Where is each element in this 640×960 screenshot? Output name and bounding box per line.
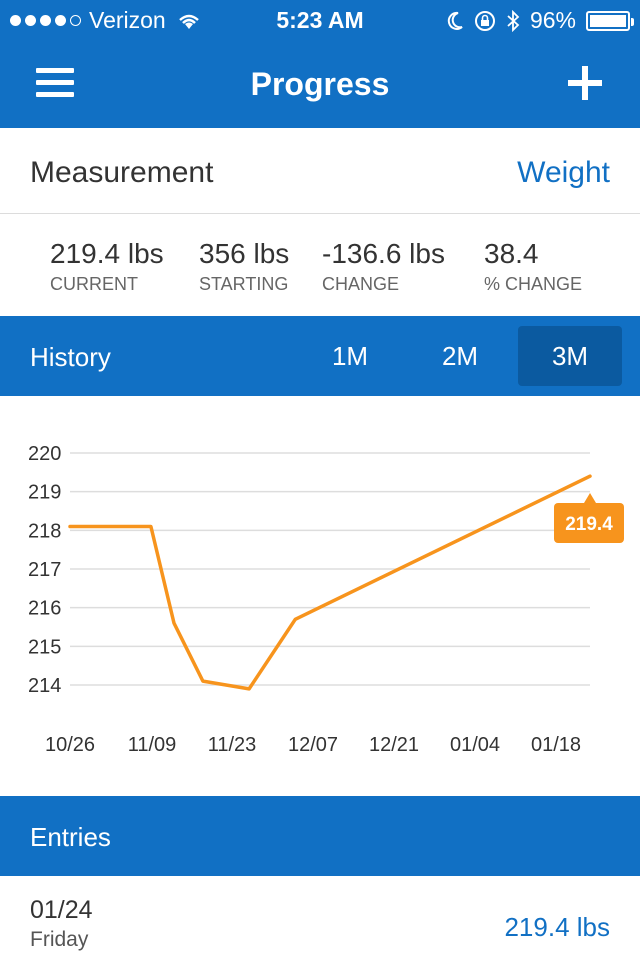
entry-day: Friday: [30, 928, 89, 951]
x-tick-label: 01/18: [531, 734, 581, 756]
chart-svg: 220 219 218 217 216 215 214 10/26 11/09 11/23 12/0…: [28, 443, 624, 756]
x-tick-label: 11/09: [128, 734, 177, 756]
carrier-name: Verizon: [89, 7, 166, 33]
navigation-bar: Progress: [0, 40, 640, 128]
measurement-value[interactable]: Weight: [517, 156, 610, 189]
range-3m-button[interactable]: 3M: [518, 326, 622, 386]
y-tick-label: 217: [28, 559, 61, 581]
measurement-label: Measurement: [30, 156, 214, 189]
status-bar-right: 96%: [446, 7, 634, 34]
x-tick-label: 10/26: [45, 734, 95, 756]
plus-icon[interactable]: [568, 66, 602, 100]
entries-label: Entries: [30, 822, 111, 852]
wifi-icon: [178, 14, 199, 29]
entry-value: 219.4 lbs: [504, 912, 610, 942]
entry-row[interactable]: 01/24 Friday 219.4 lbs: [0, 876, 640, 960]
hamburger-menu-icon[interactable]: [36, 68, 74, 100]
stats-summary: 219.4 lbs CURRENT 356 lbs STARTING -136.…: [0, 214, 640, 316]
y-tick-label: 218: [28, 520, 61, 542]
stat-percent-change: 38.4 % CHANGE: [484, 238, 582, 295]
series-line: [68, 474, 592, 691]
stat-value: 219.4 lbs: [50, 238, 164, 269]
history-header: History 1M 2M 3M: [0, 316, 640, 396]
x-tick-label: 12/21: [369, 734, 419, 756]
weight-history-chart: 220 219 218 217 216 215 214 10/26 11/09 11/23 12/0…: [0, 396, 640, 796]
y-tick-label: 215: [28, 636, 61, 658]
stat-value: -136.6 lbs: [322, 238, 445, 269]
x-tick-label: 12/07: [288, 734, 338, 756]
latest-value-badge: [554, 503, 624, 543]
callout-pointer: [584, 493, 596, 503]
status-bar: Verizon 5:23 AM 96%: [0, 0, 640, 40]
stat-current: 219.4 lbs CURRENT: [50, 238, 164, 295]
status-time: 5:23 AM: [276, 7, 364, 33]
y-tick-label: 214: [28, 675, 61, 697]
x-tick-label: 01/04: [450, 734, 500, 756]
history-label: History: [30, 342, 111, 372]
x-tick-label: 11/23: [208, 734, 257, 756]
battery-icon: [586, 10, 634, 31]
measurement-selector[interactable]: Measurement Weight: [0, 128, 640, 214]
stat-value: 38.4: [484, 238, 539, 269]
entry-date: 01/24: [30, 896, 93, 924]
status-bar-left: Verizon: [10, 7, 202, 34]
signal-strength-icon: [10, 15, 81, 26]
stat-caption: CURRENT: [50, 274, 138, 294]
moon-icon: [447, 11, 463, 30]
stat-caption: CHANGE: [322, 274, 400, 294]
stat-starting: 356 lbs STARTING: [199, 238, 289, 295]
rotation-lock-icon: [474, 10, 495, 31]
stat-change: -136.6 lbs CHANGE: [322, 238, 445, 295]
entries-header: Entries: [0, 796, 640, 876]
stat-caption: % CHANGE: [484, 274, 583, 294]
page-title: Progress: [250, 66, 390, 102]
y-tick-label: 216: [28, 598, 61, 620]
bluetooth-icon: [507, 9, 520, 32]
stat-caption: STARTING: [199, 274, 289, 294]
y-tick-label: 220: [28, 443, 61, 465]
stat-value: 356 lbs: [199, 238, 290, 269]
range-2m-button[interactable]: 2M: [441, 341, 479, 371]
range-1m-button[interactable]: 1M: [331, 341, 369, 371]
y-tick-label: 219: [28, 482, 61, 504]
battery-percent: 96%: [529, 7, 576, 33]
latest-value-label: 219.4: [565, 514, 613, 535]
